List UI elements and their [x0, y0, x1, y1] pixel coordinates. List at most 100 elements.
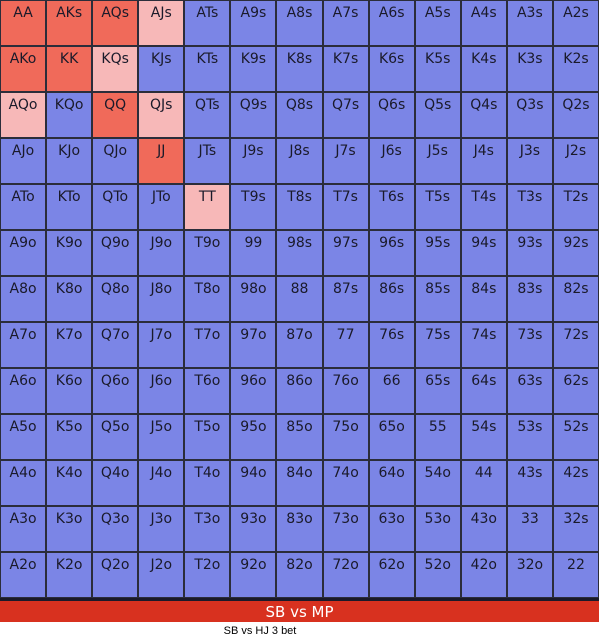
- hand-cell-KQo[interactable]: KQo: [47, 93, 92, 137]
- hand-cell-T2o[interactable]: T2o: [185, 553, 230, 597]
- hand-cell-62o[interactable]: 62o: [369, 553, 414, 597]
- hand-cell-Q9s[interactable]: Q9s: [231, 93, 276, 137]
- hand-cell-82o[interactable]: 82o: [277, 553, 322, 597]
- hand-cell-QQ[interactable]: QQ: [93, 93, 138, 137]
- hand-cell-32s[interactable]: 32s: [553, 507, 598, 551]
- hand-cell-63o[interactable]: 63o: [369, 507, 414, 551]
- hand-cell-97s[interactable]: 97s: [323, 231, 368, 275]
- hand-cell-QTo[interactable]: QTo: [93, 185, 138, 229]
- hand-cell-43s[interactable]: 43s: [507, 461, 552, 505]
- hand-cell-33[interactable]: 33: [507, 507, 552, 551]
- hand-cell-K6s[interactable]: K6s: [369, 47, 414, 91]
- hand-cell-87o[interactable]: 87o: [277, 323, 322, 367]
- hand-cell-T3o[interactable]: T3o: [185, 507, 230, 551]
- hand-cell-AJs[interactable]: AJs: [139, 1, 184, 45]
- hand-cell-63s[interactable]: 63s: [507, 369, 552, 413]
- hand-cell-22[interactable]: 22: [553, 553, 598, 597]
- hand-cell-K4s[interactable]: K4s: [461, 47, 506, 91]
- hand-cell-K2o[interactable]: K2o: [47, 553, 92, 597]
- hand-cell-J9s[interactable]: J9s: [231, 139, 276, 183]
- hand-cell-84s[interactable]: 84s: [461, 277, 506, 321]
- hand-cell-KQs[interactable]: KQs: [93, 47, 138, 91]
- hand-cell-J4o[interactable]: J4o: [139, 461, 184, 505]
- hand-cell-K4o[interactable]: K4o: [47, 461, 92, 505]
- hand-cell-ATo[interactable]: ATo: [1, 185, 46, 229]
- hand-cell-T2s[interactable]: T2s: [553, 185, 598, 229]
- hand-cell-JTo[interactable]: JTo: [139, 185, 184, 229]
- hand-cell-85o[interactable]: 85o: [277, 415, 322, 459]
- hand-cell-A9o[interactable]: A9o: [1, 231, 46, 275]
- hand-cell-99[interactable]: 99: [231, 231, 276, 275]
- hand-cell-J4s[interactable]: J4s: [461, 139, 506, 183]
- hand-cell-95s[interactable]: 95s: [415, 231, 460, 275]
- hand-cell-83s[interactable]: 83s: [507, 277, 552, 321]
- hand-cell-T8s[interactable]: T8s: [277, 185, 322, 229]
- hand-cell-75o[interactable]: 75o: [323, 415, 368, 459]
- hand-cell-K8s[interactable]: K8s: [277, 47, 322, 91]
- hand-cell-98s[interactable]: 98s: [277, 231, 322, 275]
- hand-cell-J6s[interactable]: J6s: [369, 139, 414, 183]
- hand-cell-T6s[interactable]: T6s: [369, 185, 414, 229]
- hand-cell-Q4s[interactable]: Q4s: [461, 93, 506, 137]
- hand-cell-Q2o[interactable]: Q2o: [93, 553, 138, 597]
- hand-cell-J5o[interactable]: J5o: [139, 415, 184, 459]
- hand-cell-T7s[interactable]: T7s: [323, 185, 368, 229]
- hand-cell-65o[interactable]: 65o: [369, 415, 414, 459]
- hand-cell-44[interactable]: 44: [461, 461, 506, 505]
- hand-cell-T7o[interactable]: T7o: [185, 323, 230, 367]
- hand-cell-AQo[interactable]: AQo: [1, 93, 46, 137]
- hand-cell-86o[interactable]: 86o: [277, 369, 322, 413]
- hand-cell-Q9o[interactable]: Q9o: [93, 231, 138, 275]
- hand-cell-73s[interactable]: 73s: [507, 323, 552, 367]
- hand-cell-T4o[interactable]: T4o: [185, 461, 230, 505]
- hand-cell-Q4o[interactable]: Q4o: [93, 461, 138, 505]
- hand-cell-53o[interactable]: 53o: [415, 507, 460, 551]
- hand-cell-A8s[interactable]: A8s: [277, 1, 322, 45]
- hand-cell-J9o[interactable]: J9o: [139, 231, 184, 275]
- hand-cell-T3s[interactable]: T3s: [507, 185, 552, 229]
- hand-cell-72s[interactable]: 72s: [553, 323, 598, 367]
- hand-cell-QJs[interactable]: QJs: [139, 93, 184, 137]
- hand-cell-75s[interactable]: 75s: [415, 323, 460, 367]
- hand-cell-A4s[interactable]: A4s: [461, 1, 506, 45]
- hand-cell-74s[interactable]: 74s: [461, 323, 506, 367]
- hand-cell-52o[interactable]: 52o: [415, 553, 460, 597]
- hand-cell-55[interactable]: 55: [415, 415, 460, 459]
- hand-cell-Q3s[interactable]: Q3s: [507, 93, 552, 137]
- hand-cell-86s[interactable]: 86s: [369, 277, 414, 321]
- hand-cell-A8o[interactable]: A8o: [1, 277, 46, 321]
- hand-cell-K8o[interactable]: K8o: [47, 277, 92, 321]
- hand-cell-KJs[interactable]: KJs: [139, 47, 184, 91]
- hand-cell-82s[interactable]: 82s: [553, 277, 598, 321]
- hand-cell-A7o[interactable]: A7o: [1, 323, 46, 367]
- hand-cell-J2s[interactable]: J2s: [553, 139, 598, 183]
- hand-cell-ATs[interactable]: ATs: [185, 1, 230, 45]
- hand-cell-94o[interactable]: 94o: [231, 461, 276, 505]
- hand-cell-T6o[interactable]: T6o: [185, 369, 230, 413]
- hand-cell-76s[interactable]: 76s: [369, 323, 414, 367]
- hand-cell-J7s[interactable]: J7s: [323, 139, 368, 183]
- hand-cell-54o[interactable]: 54o: [415, 461, 460, 505]
- hand-cell-Q8s[interactable]: Q8s: [277, 93, 322, 137]
- hand-cell-42o[interactable]: 42o: [461, 553, 506, 597]
- hand-cell-J8o[interactable]: J8o: [139, 277, 184, 321]
- hand-cell-J2o[interactable]: J2o: [139, 553, 184, 597]
- hand-cell-A6s[interactable]: A6s: [369, 1, 414, 45]
- hand-cell-JJ[interactable]: JJ: [139, 139, 184, 183]
- hand-cell-43o[interactable]: 43o: [461, 507, 506, 551]
- hand-cell-KJo[interactable]: KJo: [47, 139, 92, 183]
- hand-cell-K5s[interactable]: K5s: [415, 47, 460, 91]
- hand-cell-KTs[interactable]: KTs: [185, 47, 230, 91]
- hand-cell-A2s[interactable]: A2s: [553, 1, 598, 45]
- hand-cell-Q6s[interactable]: Q6s: [369, 93, 414, 137]
- hand-cell-A4o[interactable]: A4o: [1, 461, 46, 505]
- hand-cell-96s[interactable]: 96s: [369, 231, 414, 275]
- hand-cell-KK[interactable]: KK: [47, 47, 92, 91]
- hand-cell-T8o[interactable]: T8o: [185, 277, 230, 321]
- hand-cell-JTs[interactable]: JTs: [185, 139, 230, 183]
- hand-cell-64s[interactable]: 64s: [461, 369, 506, 413]
- hand-cell-73o[interactable]: 73o: [323, 507, 368, 551]
- hand-cell-TT[interactable]: TT: [185, 185, 230, 229]
- hand-cell-K9o[interactable]: K9o: [47, 231, 92, 275]
- hand-cell-92o[interactable]: 92o: [231, 553, 276, 597]
